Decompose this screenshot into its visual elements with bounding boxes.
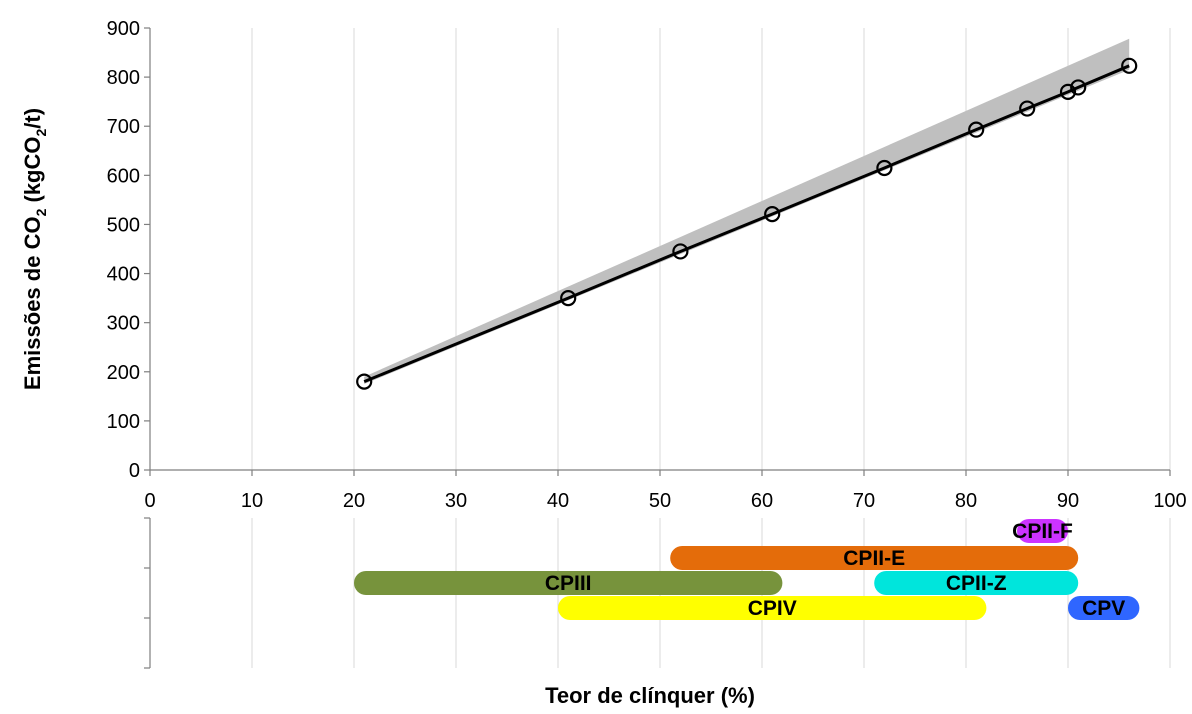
range-bar-cpv: [1068, 596, 1140, 620]
data-point: [764, 206, 781, 223]
x-tick-label: 40: [547, 490, 569, 512]
range-bar-cpiii: [354, 571, 783, 595]
x-axis-title: Teor de clínquer (%): [545, 683, 755, 708]
x-tick-label: 20: [343, 490, 365, 512]
range-bar-cpii-z: [874, 571, 1079, 595]
x-tick-label: 30: [445, 490, 467, 512]
range-label-cpii-f: CPII-F: [1012, 520, 1073, 543]
y-tick-label: 300: [107, 313, 140, 335]
x-tick-label: 60: [751, 490, 773, 512]
data-point: [560, 290, 577, 307]
data-point: [968, 121, 985, 138]
data-point: [1059, 83, 1077, 100]
y-tick-label: 800: [107, 67, 140, 89]
y-tick-label: 900: [107, 18, 140, 40]
series-layer: [356, 57, 1138, 390]
data-point: [1121, 57, 1138, 74]
y-tick-label: 100: [107, 411, 140, 433]
y-tick-label: 500: [107, 214, 140, 236]
range-label-cpii-z: CPII-Z: [946, 572, 1007, 595]
uncertainty-band: [364, 38, 1130, 385]
x-tick-label: 0: [144, 490, 155, 512]
y-tick-label: 200: [107, 362, 140, 384]
data-point: [876, 159, 893, 177]
x-tick-label: 70: [853, 490, 875, 512]
x-tick-label: 90: [1057, 490, 1079, 512]
data-point: [1019, 100, 1036, 117]
series-line: [363, 64, 1130, 383]
confidence-band: [364, 38, 1130, 385]
range-label-cpiv: CPIV: [748, 597, 797, 620]
x-tick-label: 50: [649, 490, 671, 512]
y-axis-title: Emissões de CO2 (kgCO2/t): [20, 108, 49, 390]
x-tick-label: 80: [955, 490, 977, 512]
data-point: [1070, 79, 1087, 96]
y-tick-label: 700: [107, 116, 140, 138]
range-label-cpv: CPV: [1082, 597, 1125, 620]
x-tick-label: 100: [1153, 490, 1186, 512]
data-point: [672, 243, 689, 260]
cement-type-ranges: CPII-F CPII-E CPIII CPII-Z CPIV CPV: [354, 519, 1140, 620]
range-bar-cpii-f: [1017, 519, 1068, 543]
range-label-cpii-e: CPII-E: [843, 547, 905, 570]
range-bar-cpii-e: [670, 546, 1079, 570]
range-bar-cpiv: [558, 596, 987, 620]
y-tick-label: 600: [107, 165, 140, 187]
data-point: [356, 373, 373, 390]
y-tick-label: 0: [129, 460, 140, 482]
x-tick-label: 10: [241, 490, 263, 512]
axes: 0 100 200 300 400 500 600 700 800 900 0 10 20 30 40 50 6…: [107, 18, 1187, 669]
y-tick-label: 400: [107, 264, 140, 286]
range-label-cpiii: CPIII: [545, 572, 592, 595]
